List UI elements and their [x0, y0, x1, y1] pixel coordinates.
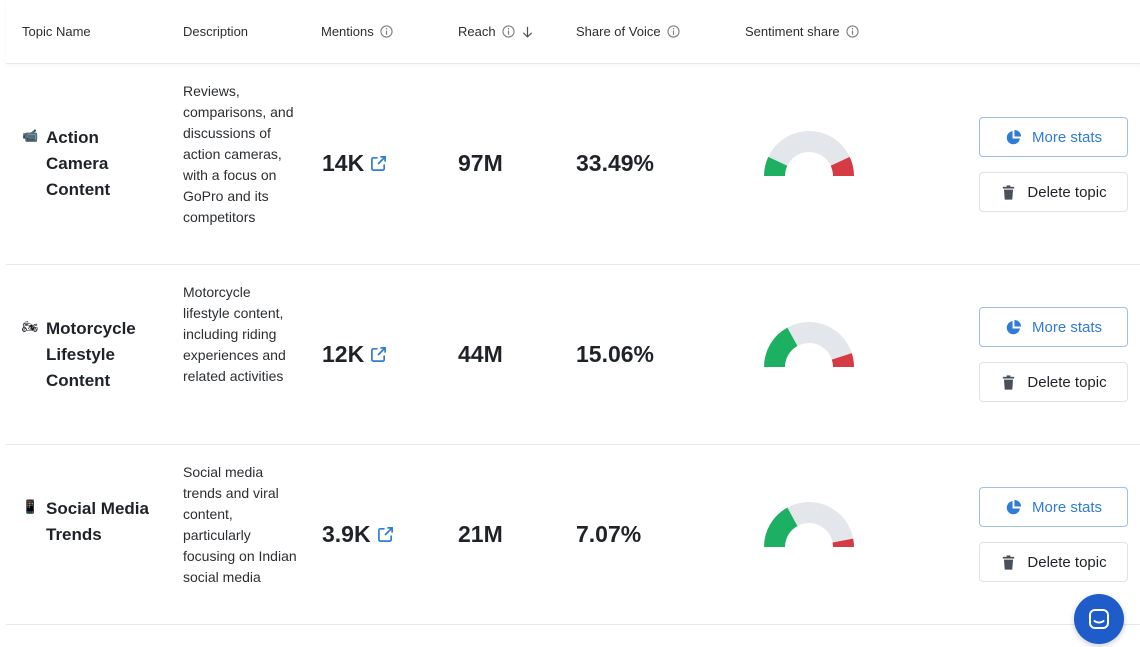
topic-cell: 📱 Social Media Trends: [22, 496, 156, 548]
column-share-of-voice-label: Share of Voice: [576, 24, 661, 39]
delete-topic-label: Delete topic: [1027, 373, 1107, 391]
more-stats-label: More stats: [1031, 498, 1103, 516]
sentiment-gauge: [764, 322, 854, 367]
share-of-voice-value: 15.06%: [576, 341, 655, 367]
topic-name: Motorcycle Lifestyle Content: [46, 319, 136, 390]
column-topic-name[interactable]: Topic Name: [22, 24, 91, 39]
column-description: Description: [183, 24, 248, 39]
gauge-positive-arc: [764, 327, 798, 367]
delete-topic-button[interactable]: Delete topic: [979, 542, 1128, 582]
more-stats-label: More stats: [1031, 318, 1103, 336]
gauge-positive-arc: [764, 507, 798, 547]
gauge-negative-arc: [832, 538, 854, 547]
pie-chart-icon: [1006, 499, 1022, 514]
reach-value: 97M: [458, 150, 503, 176]
external-link-icon[interactable]: [370, 346, 387, 363]
trash-icon: [1003, 374, 1015, 390]
column-mentions-label: Mentions: [321, 24, 374, 39]
mentions-value: 14K: [322, 150, 365, 176]
table-header: Topic Name Description Mentions Reach Sh…: [6, 0, 1140, 64]
topic-description: Reviews, comparisons, and discussions of…: [183, 83, 294, 225]
topic-cell: 🏍 Motorcycle Lifestyle Content: [22, 316, 156, 394]
trash-icon: [1003, 554, 1015, 570]
column-sentiment-share-label: Sentiment share: [745, 24, 840, 39]
mentions-value: 3.9K: [322, 521, 371, 547]
column-topic-name-label: Topic Name: [22, 24, 91, 39]
topic-name: Action Camera Content: [46, 128, 111, 199]
share-of-voice-value: 7.07%: [576, 521, 642, 547]
delete-topic-button[interactable]: Delete topic: [979, 172, 1128, 212]
video-camera-icon: 📹: [22, 128, 39, 143]
column-reach-label: Reach: [458, 24, 496, 39]
topic-description: Social media trends and viral content, p…: [183, 464, 297, 585]
gauge-neutral-arc: [764, 131, 854, 176]
more-stats-button[interactable]: More stats: [979, 307, 1128, 347]
table-row: 🏍 Motorcycle Lifestyle Content Motorcycl…: [6, 265, 1140, 445]
gauge-negative-arc: [831, 353, 854, 367]
column-share-of-voice[interactable]: Share of Voice: [576, 24, 680, 39]
mobile-phone-icon: 📱: [22, 499, 39, 514]
reach-value: 21M: [458, 521, 503, 547]
topics-table: Topic Name Description Mentions Reach Sh…: [6, 0, 1140, 625]
delete-topic-button[interactable]: Delete topic: [979, 362, 1128, 402]
mentions-cell[interactable]: 3.9K: [322, 521, 394, 548]
pie-chart-icon: [1006, 319, 1022, 334]
column-sentiment-share[interactable]: Sentiment share: [745, 24, 859, 39]
more-stats-label: More stats: [1031, 128, 1103, 146]
sentiment-gauge: [764, 502, 854, 547]
motorcycle-icon: 🏍: [22, 319, 39, 334]
arrow-down-icon[interactable]: [521, 25, 534, 39]
pie-chart-icon: [1006, 129, 1022, 144]
share-of-voice-value: 33.49%: [576, 150, 655, 176]
trash-icon: [1003, 184, 1015, 200]
topic-cell: 📹 Action Camera Content: [22, 125, 156, 203]
reach-value: 44M: [458, 341, 503, 367]
gauge-positive-arc: [764, 156, 788, 176]
info-icon[interactable]: [501, 25, 515, 38]
table-row: 📹 Action Camera Content Reviews, compari…: [6, 64, 1140, 265]
mentions-value: 12K: [322, 341, 365, 367]
external-link-icon[interactable]: [370, 155, 387, 172]
delete-topic-label: Delete topic: [1027, 183, 1107, 201]
gauge-negative-arc: [830, 156, 854, 176]
table-row: 📱 Social Media Trends Social media trend…: [6, 445, 1140, 625]
column-description-label: Description: [183, 24, 249, 39]
more-stats-button[interactable]: More stats: [979, 117, 1128, 157]
column-mentions[interactable]: Mentions: [321, 24, 393, 39]
topic-description: Motorcycle lifestyle content, including …: [183, 284, 286, 384]
topic-name: Social Media Trends: [46, 499, 149, 544]
info-icon[interactable]: [666, 25, 680, 38]
chat-icon: [1089, 609, 1109, 629]
sentiment-gauge: [764, 131, 854, 176]
column-reach[interactable]: Reach: [458, 24, 534, 39]
delete-topic-label: Delete topic: [1027, 553, 1107, 571]
mentions-cell[interactable]: 12K: [322, 341, 387, 368]
mentions-cell[interactable]: 14K: [322, 150, 387, 177]
more-stats-button[interactable]: More stats: [979, 487, 1128, 527]
chat-launcher-button[interactable]: [1074, 594, 1124, 644]
info-icon[interactable]: [846, 25, 859, 38]
external-link-icon[interactable]: [377, 526, 394, 543]
info-icon[interactable]: [380, 25, 393, 38]
